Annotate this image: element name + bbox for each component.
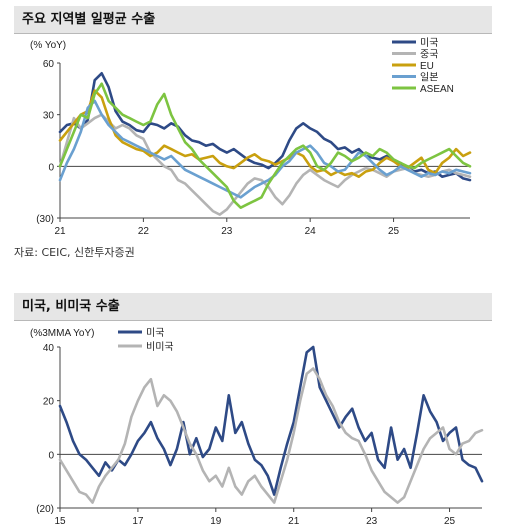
series-line-4	[58, 82, 472, 209]
chart2-panel-title: 미국, 비미국 수출	[14, 293, 492, 321]
legend-label: 일본	[420, 72, 438, 84]
series-line-2	[58, 89, 472, 178]
y-tick-label: 60	[43, 59, 55, 70]
x-tick-label: 21	[288, 516, 300, 527]
y-tick-label: 30	[43, 111, 55, 122]
x-tick-label: 22	[138, 226, 150, 237]
legend-label: 미국	[146, 327, 164, 339]
x-tick-label: 19	[210, 516, 222, 527]
series-line-0	[58, 345, 484, 496]
y-tick-label: (20)	[36, 504, 54, 515]
legend-label: 미국	[420, 37, 438, 49]
legend-label: 비미국	[146, 341, 174, 353]
x-tick-label: 23	[366, 516, 378, 527]
y-tick-label: (30)	[36, 214, 54, 225]
y-tick-label: 40	[43, 343, 55, 354]
y-tick-label: 20	[43, 397, 55, 408]
source-note: 자료: CEIC, 신한투자증권	[14, 246, 135, 259]
y-tick-label: 0	[48, 162, 54, 173]
x-tick-label: 23	[221, 226, 233, 237]
y-axis-label: (%3MMA YoY)	[30, 328, 94, 339]
y-tick-label: 0	[48, 450, 54, 461]
series-line-1	[58, 113, 472, 216]
x-tick-label: 25	[444, 516, 456, 527]
y-axis-label: (% YoY)	[30, 40, 66, 51]
x-tick-label: 15	[54, 516, 66, 527]
legend-label: 중국	[420, 49, 438, 61]
x-tick-label: 21	[54, 226, 66, 237]
chart1-panel-title: 주요 지역별 일평균 수출	[14, 6, 492, 34]
x-tick-label: 17	[132, 516, 144, 527]
series-line-3	[58, 99, 472, 199]
legend-label: EU	[420, 61, 434, 72]
legend-label: ASEAN	[420, 84, 454, 95]
x-tick-label: 24	[305, 226, 317, 237]
series-line-1	[58, 367, 484, 504]
x-tick-label: 25	[388, 226, 400, 237]
